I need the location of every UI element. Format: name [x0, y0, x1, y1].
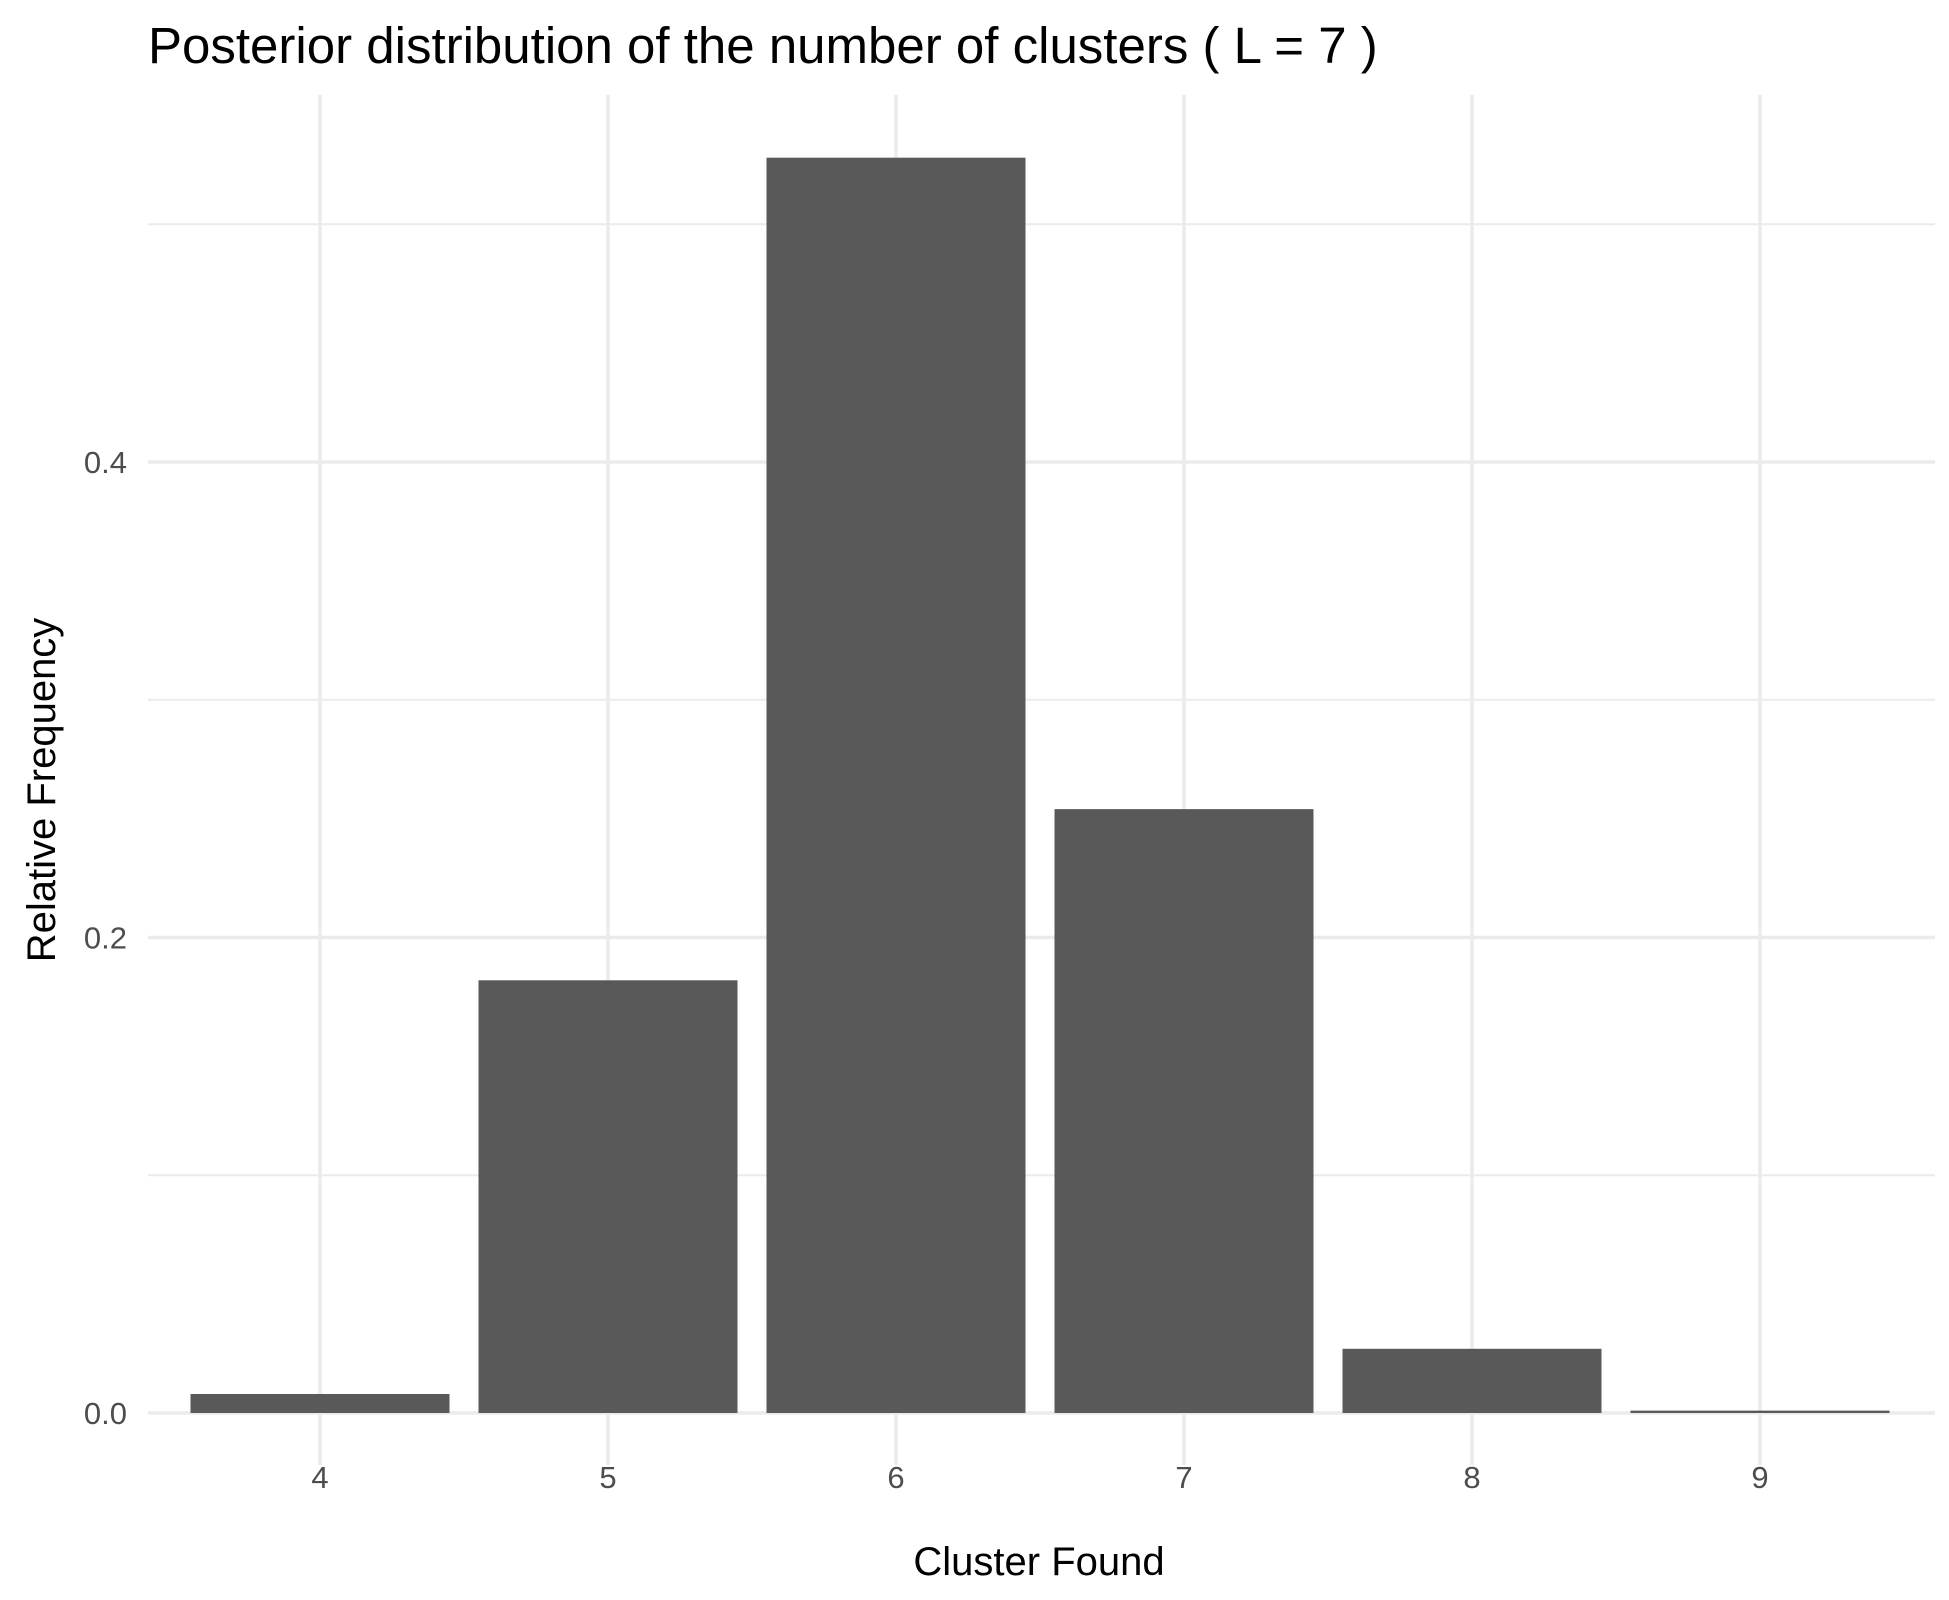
bars [190, 157, 1890, 1414]
bar-9 [1630, 1410, 1890, 1413]
bar-4 [190, 1393, 450, 1413]
grid [148, 95, 1935, 1465]
bar-6 [766, 157, 1026, 1414]
y-tick-labels: 0.0 0.2 0.4 [84, 445, 127, 1431]
bar-8 [1342, 1348, 1602, 1413]
x-tick-label: 9 [1751, 1460, 1768, 1495]
y-tick-label: 0.0 [84, 1396, 127, 1431]
y-axis-title: Relative Frequency [20, 618, 64, 963]
x-tick-label: 4 [311, 1460, 328, 1495]
y-tick-label: 0.2 [84, 921, 127, 956]
bar-7 [1054, 809, 1314, 1413]
x-tick-label: 6 [887, 1460, 904, 1495]
x-tick-label: 5 [599, 1460, 616, 1495]
x-tick-label: 8 [1463, 1460, 1480, 1495]
x-axis-title: Cluster Found [913, 1540, 1164, 1584]
x-tick-label: 7 [1175, 1460, 1192, 1495]
y-tick-label: 0.4 [84, 445, 127, 480]
bar-5 [478, 980, 738, 1413]
chart-title: Posterior distribution of the number of … [148, 17, 1378, 74]
x-tick-labels: 4 5 6 7 8 9 [311, 1460, 1768, 1495]
